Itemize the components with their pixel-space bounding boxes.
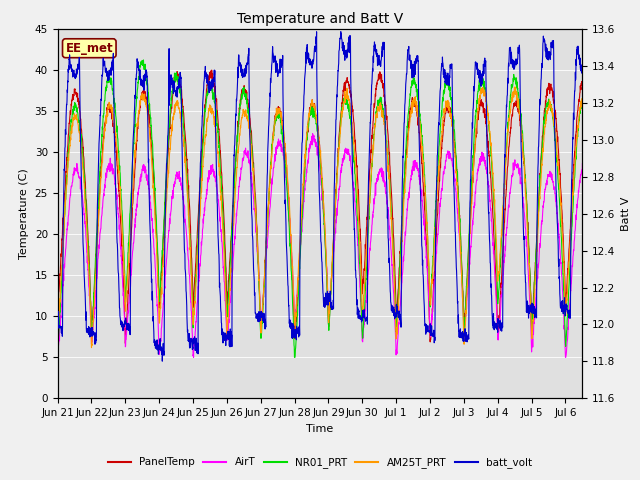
batt_volt (337, 29, 345, 35)
batt_volt (159, 358, 166, 364)
PanelTemp (499, 258, 506, 264)
AM25T_PRT (383, 145, 390, 151)
PanelTemp (399, 210, 406, 216)
NR01_PRT (54, 349, 61, 355)
PanelTemp (84, 246, 92, 252)
AM25T_PRT (84, 259, 92, 264)
batt_volt (561, 295, 568, 300)
NR01_PRT (84, 251, 92, 256)
batt_volt (383, 183, 390, 189)
NR01_PRT (561, 310, 568, 315)
AM25T_PRT (54, 335, 61, 340)
batt_volt (579, 65, 586, 71)
batt_volt (54, 314, 61, 320)
AirT (499, 282, 506, 288)
AM25T_PRT (498, 225, 506, 230)
NR01_PRT (399, 202, 406, 207)
NR01_PRT (579, 100, 586, 106)
NR01_PRT (383, 138, 390, 144)
PanelTemp (561, 270, 568, 276)
Y-axis label: Temperature (C): Temperature (C) (19, 168, 29, 259)
batt_volt (399, 170, 406, 176)
batt_volt (84, 328, 92, 334)
Line: batt_volt: batt_volt (58, 32, 582, 361)
batt_volt (499, 325, 506, 331)
AirT (308, 131, 316, 136)
PanelTemp (323, 286, 331, 292)
Line: AM25T_PRT: AM25T_PRT (58, 87, 582, 348)
PanelTemp (54, 308, 61, 313)
NR01_PRT (291, 354, 298, 360)
AirT (189, 354, 197, 360)
batt_volt (323, 296, 331, 301)
AM25T_PRT (88, 345, 95, 350)
NR01_PRT (323, 288, 331, 294)
AirT (323, 277, 331, 283)
PanelTemp (122, 340, 129, 346)
AM25T_PRT (511, 84, 518, 90)
Text: EE_met: EE_met (65, 42, 113, 55)
PanelTemp (383, 114, 390, 120)
AirT (54, 349, 61, 355)
PanelTemp (579, 81, 586, 86)
Line: PanelTemp: PanelTemp (58, 70, 582, 343)
AirT (399, 269, 406, 275)
AirT (579, 161, 586, 167)
AirT (84, 277, 92, 283)
Y-axis label: Batt V: Batt V (621, 196, 631, 231)
Title: Temperature and Batt V: Temperature and Batt V (237, 12, 403, 26)
Line: NR01_PRT: NR01_PRT (58, 60, 582, 357)
X-axis label: Time: Time (307, 424, 333, 433)
Line: AirT: AirT (58, 133, 582, 357)
AM25T_PRT (399, 229, 406, 235)
AM25T_PRT (561, 278, 568, 284)
PanelTemp (208, 67, 216, 73)
Legend: PanelTemp, AirT, NR01_PRT, AM25T_PRT, batt_volt: PanelTemp, AirT, NR01_PRT, AM25T_PRT, ba… (104, 453, 536, 472)
AirT (383, 194, 390, 200)
AM25T_PRT (323, 271, 331, 277)
NR01_PRT (499, 227, 506, 232)
AirT (561, 329, 568, 335)
NR01_PRT (140, 57, 147, 63)
AM25T_PRT (579, 96, 586, 102)
